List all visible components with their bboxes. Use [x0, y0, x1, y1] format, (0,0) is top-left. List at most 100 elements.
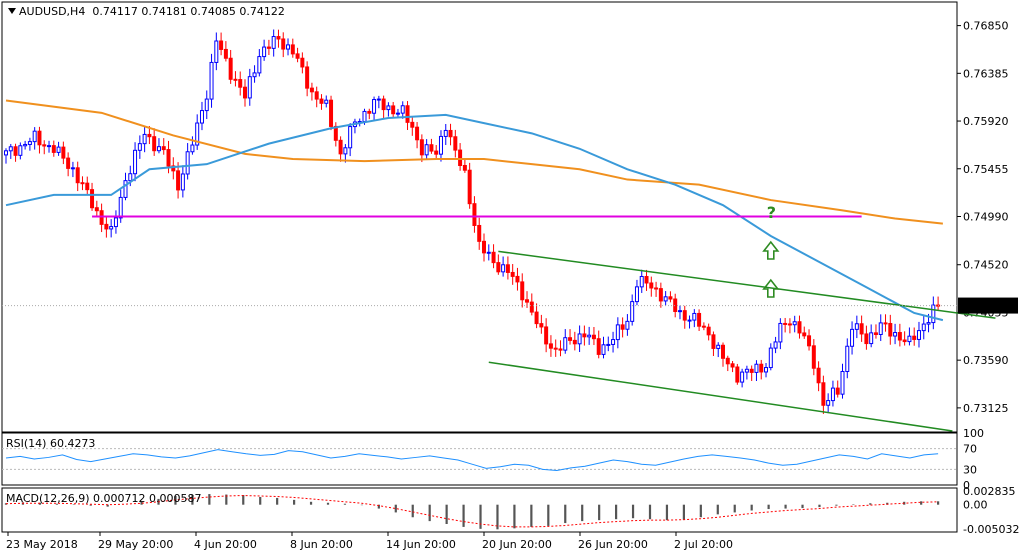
macd-signal-line — [5, 495, 939, 528]
candle-body — [816, 367, 821, 384]
question-mark-annotation: ? — [767, 203, 776, 222]
candle-body — [305, 66, 310, 89]
rsi-level-label: 100 — [963, 427, 984, 440]
candle-body — [109, 226, 114, 230]
candle-body — [400, 105, 405, 114]
candle-body — [477, 224, 482, 242]
y-tick-label: 0.74990 — [963, 210, 1009, 223]
x-tick-label: 8 Jun 20:00 — [290, 538, 353, 551]
candle-body — [486, 251, 491, 254]
candle-body — [821, 382, 826, 406]
candle-body — [290, 44, 295, 55]
candle-body — [395, 112, 400, 115]
candle-body — [639, 275, 644, 288]
candle-body — [276, 36, 281, 40]
candle-body — [668, 296, 673, 300]
candle-body — [553, 347, 558, 350]
candle-body — [66, 157, 71, 169]
candle-body — [572, 339, 577, 345]
candle-body — [907, 335, 912, 343]
candle-body — [176, 170, 181, 191]
open-value: 0.74117 — [92, 5, 138, 18]
candle-body — [730, 363, 735, 368]
candle-body — [85, 182, 90, 191]
candle-body — [434, 150, 439, 155]
candle-body — [381, 98, 386, 111]
candle-body — [147, 133, 152, 138]
candle-body — [596, 338, 601, 355]
candle-body — [926, 322, 931, 325]
x-tick-label: 2 Jul 20:00 — [674, 538, 733, 551]
candle-body — [682, 310, 687, 321]
candle-body — [916, 330, 921, 340]
candle-body — [673, 298, 678, 312]
candle-body — [319, 98, 324, 104]
x-tick-label: 26 Jun 20:00 — [578, 538, 648, 551]
candle-body — [166, 149, 171, 167]
candle-body — [692, 312, 697, 321]
candle-body — [749, 368, 754, 373]
candle-body — [620, 324, 625, 330]
candle-body — [372, 99, 377, 114]
rsi-level-label: 0 — [963, 479, 970, 492]
candle-body — [893, 332, 898, 337]
candle-body — [133, 149, 138, 175]
candle-body — [243, 86, 247, 99]
macd-tick-label: 0.00 — [963, 499, 988, 512]
y-tick-label: 0.76385 — [963, 67, 1009, 80]
rsi-level-label: 30 — [963, 463, 977, 476]
candle-body — [152, 136, 157, 152]
candle-body — [778, 322, 783, 343]
candle-body — [735, 366, 740, 383]
y-tick-label: 0.74520 — [963, 259, 1009, 272]
candle-body — [520, 281, 525, 301]
candle-body — [878, 322, 883, 335]
rsi-line — [5, 449, 939, 471]
candle-body — [23, 143, 28, 147]
candle-body — [505, 264, 510, 273]
candle-body — [419, 139, 424, 156]
candle-body — [204, 98, 209, 112]
candle-body — [453, 136, 458, 151]
candle-body — [701, 325, 706, 328]
candle-body — [410, 121, 415, 128]
candle-body — [27, 141, 32, 145]
candle-body — [740, 371, 745, 383]
candle-body — [209, 61, 214, 100]
candle-body — [161, 146, 166, 151]
slow-moving-average-line — [5, 99, 943, 225]
candle-body — [759, 363, 764, 373]
candle-body — [238, 79, 243, 88]
candle-body — [787, 323, 792, 326]
candle-body — [281, 38, 286, 50]
candle-body — [888, 322, 893, 337]
channel-upper-line — [498, 250, 996, 319]
candle-body — [104, 223, 109, 230]
candle-body — [587, 334, 592, 338]
candle-body — [113, 217, 118, 228]
y-tick-label: 0.73590 — [963, 354, 1009, 367]
candle-body — [329, 99, 334, 127]
candle-body — [711, 334, 716, 349]
candle-body — [539, 323, 544, 328]
candle-body — [32, 130, 37, 143]
candle-body — [606, 343, 611, 346]
candle-body — [615, 324, 620, 341]
dropdown-triangle-icon[interactable] — [8, 8, 16, 14]
candle-body — [90, 189, 95, 209]
candle-body — [142, 133, 147, 145]
candle-body — [482, 240, 486, 254]
high-value: 0.74181 — [141, 5, 187, 18]
candle-body — [247, 76, 252, 99]
candle-body — [797, 321, 802, 334]
candle-body — [8, 146, 13, 152]
candle-body — [429, 144, 434, 152]
candle-body — [171, 165, 176, 172]
candle-body — [343, 147, 348, 155]
ohlc-header: AUDUSD,H4 0.74117 0.74181 0.74085 0.7412… — [8, 5, 285, 18]
candle-body — [529, 301, 534, 313]
candle-body — [156, 146, 161, 152]
candle-body — [424, 144, 429, 156]
candle-body — [525, 299, 530, 303]
candle-body — [391, 105, 396, 115]
